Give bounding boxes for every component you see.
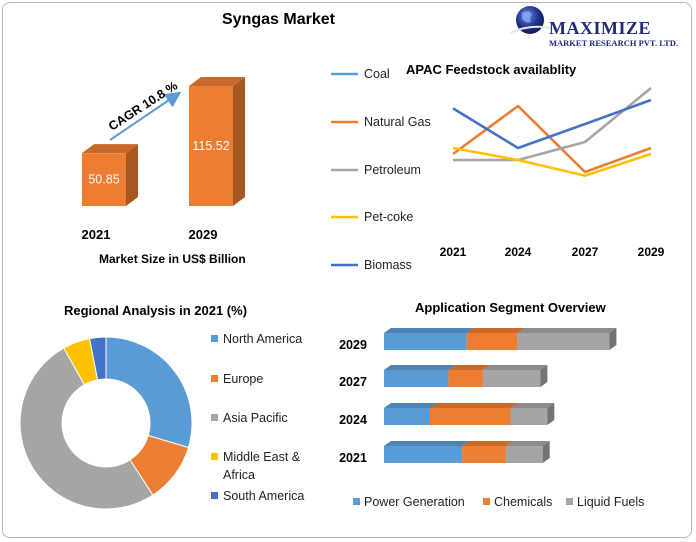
application-chart-title: Application Segment Overview bbox=[415, 300, 606, 315]
logo-name: MAXIMIZE bbox=[549, 18, 651, 38]
logo-subtitle: MARKET RESEARCH PVT. LTD. bbox=[549, 38, 679, 48]
apac-chart-title: APAC Feedstock availablity bbox=[406, 62, 577, 77]
page-title: Syngas Market bbox=[222, 11, 335, 28]
market-xlabel: Market Size in US$ Billion bbox=[99, 252, 246, 266]
regional-chart-title: Regional Analysis in 2021 (%) bbox=[64, 303, 248, 318]
